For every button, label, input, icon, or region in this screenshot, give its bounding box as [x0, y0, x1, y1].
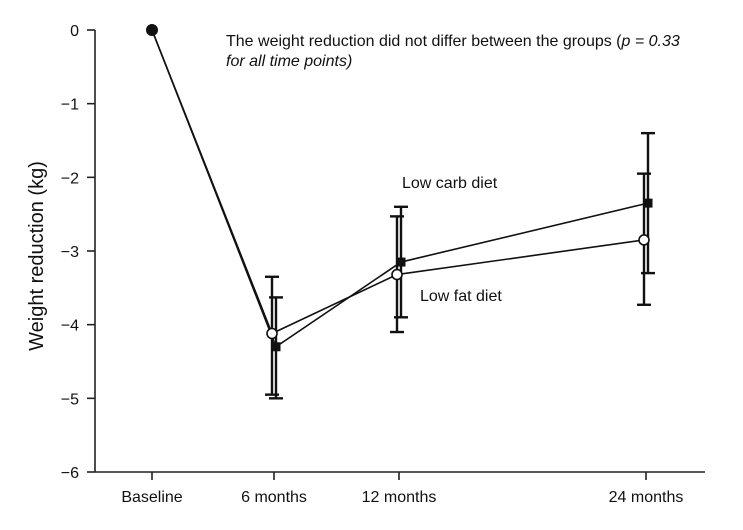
x-tick-label: Baseline	[121, 489, 182, 506]
annotation-text-line2: for all time points)	[226, 53, 353, 70]
data-point-circle	[391, 268, 403, 281]
data-point-circle	[638, 234, 650, 246]
y-tick-label: −3	[61, 244, 79, 261]
series-line-1	[151, 29, 645, 335]
y-tick-label: −1	[61, 97, 79, 114]
y-tick-label: −4	[61, 318, 79, 335]
chart-annotation: The weight reduction did not differ betw…	[226, 32, 731, 72]
x-tick-label: 12 months	[362, 489, 437, 506]
y-tick-label: −6	[61, 465, 79, 482]
annotation-p-value: p = 0.33	[621, 33, 680, 50]
baseline-point	[146, 24, 158, 36]
y-tick-label: −2	[61, 170, 79, 187]
series-label-low-fat: Low fat diet	[420, 288, 502, 305]
annotation-text: The weight reduction did not differ betw…	[226, 33, 622, 50]
tick-labels-layer: 0 −1 −2 −3 −4 −5 −6 Baseline 6 months 12 months 24…	[26, 23, 683, 506]
y-tick-label: −5	[61, 391, 79, 408]
data-point-square	[271, 342, 281, 352]
x-tick-label: 24 months	[609, 489, 684, 506]
data-point-square	[643, 198, 653, 208]
series-label-low-carb: Low carb diet	[402, 175, 498, 192]
axes-layer	[87, 29, 705, 480]
markers-layer	[146, 24, 653, 352]
y-axis-label: Weight reduction (kg)	[26, 161, 48, 351]
y-tick-label: 0	[70, 23, 79, 40]
data-point-circle	[266, 327, 278, 340]
x-tick-label: 6 months	[241, 489, 307, 506]
data-point-square	[396, 257, 406, 267]
series-lines-layer	[151, 29, 649, 348]
